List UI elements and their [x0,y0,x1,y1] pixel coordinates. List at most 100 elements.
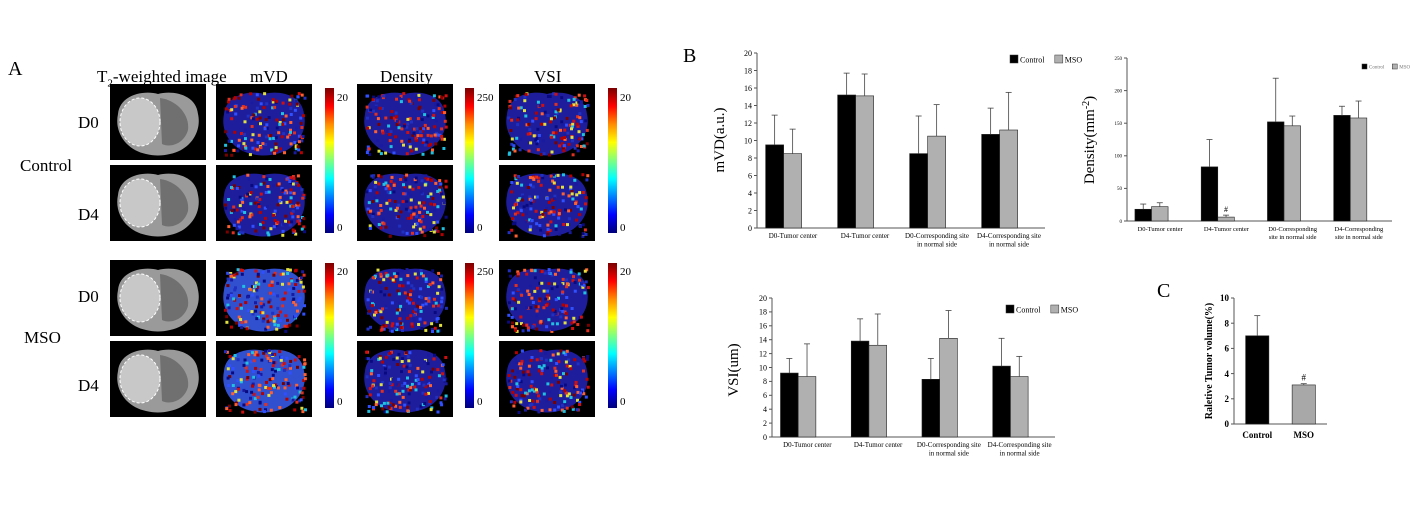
x-tick-label: D4-Corresponding site [977,232,1041,240]
parametric-brain-map [357,165,453,241]
legend-swatch [1361,63,1368,70]
x-tick-label: site in normal side [1335,234,1383,241]
parametric-brain-map [499,165,595,241]
col-header-density: Density [380,67,433,86]
bar-tumor-volume [1291,384,1316,425]
bar-control [1134,208,1152,222]
panel-b-letter: B [683,45,697,67]
parametric-brain-map [216,165,312,241]
legend-swatch [1054,54,1064,64]
y-tick-label: 6 [763,391,767,400]
t2-brain-image [110,341,206,417]
bar-mso [999,129,1018,229]
y-axis-label: Density(mm-2) [1081,96,1099,184]
colorbar-min: 0 [477,222,483,234]
y-tick-label: 6 [748,171,752,180]
bar-mso [868,344,887,438]
bar-control [992,365,1011,438]
y-axis-label: Raletive Tumor volume(%) [1204,303,1215,419]
bar-control [1200,166,1219,222]
y-tick-label: 18 [744,66,752,75]
y-tick-label: 100 [1115,155,1123,160]
x-tick-label: D0-Tumor center [783,441,832,449]
colorbar-max: 20 [620,92,631,104]
x-tick-label: D0-Tumor center [769,232,818,240]
bar-mso [1217,216,1235,222]
colorbar-min: 0 [620,222,626,234]
parametric-brain-map [499,84,595,160]
col-header-vsi: VSI [534,67,562,86]
y-tick-label: 10 [1220,293,1230,303]
y-tick-label: 2 [1225,394,1230,404]
legend-label: Control [1016,306,1041,315]
parametric-brain-map [357,84,453,160]
legend-label: MSO [1065,56,1083,65]
legend-label: MSO [1399,66,1410,71]
row-label-mso-d4: D4 [78,376,99,395]
colorbar-max: 20 [337,92,348,104]
bar-control [765,144,784,229]
bar-mso [797,376,817,438]
y-axis-label-sup: -2 [1081,101,1092,109]
group-label-control: Control [20,156,72,175]
colorbar-min: 0 [337,396,343,408]
y-tick-label: 0 [763,433,767,442]
x-tick-label: D4-Tumor center [841,232,890,240]
bar-control [921,379,940,438]
panel-c-letter: C [1157,280,1171,302]
y-tick-label: 20 [744,49,752,58]
y-tick-label: 14 [759,336,767,345]
y-axis-label: VSI(um) [726,343,742,396]
bar-mso [1283,125,1301,222]
bar-mso [783,153,802,229]
colorbar-max: 250 [477,92,494,104]
colorbar-max: 20 [337,266,348,278]
parametric-brain-map [357,260,453,336]
legend-swatch [1005,304,1015,314]
x-tick-label: in normal side [989,241,1029,249]
legend-swatch [1392,63,1398,70]
x-tick-label: site in normal side [1269,234,1317,241]
bar-mso [1010,376,1029,438]
col-header-t2: T2-weighted image [97,67,227,89]
x-tick-label: D4-Tumor center [1204,226,1250,233]
y-tick-label: 16 [744,84,752,93]
colorbar-min: 0 [337,222,343,234]
x-tick-label: D4-Tumor center [854,441,903,449]
parametric-brain-map [216,260,312,336]
significance-mark: # [1224,205,1228,214]
y-tick-label: 8 [748,154,752,163]
y-tick-label: 0 [1225,419,1230,429]
colorbar-mvd-mso [325,263,334,408]
colorbar-min: 0 [620,396,626,408]
x-tick-label: D4-Corresponding site [988,441,1052,449]
x-tick-label: D0-Corresponding site [917,441,981,449]
bar-mso [855,95,874,229]
y-tick-label: 0 [748,224,752,233]
y-tick-label: 20 [759,294,767,303]
x-tick-label: D0-Corresponding site [905,232,969,240]
colorbar-mvd-control [325,88,334,233]
legend-swatch [1050,304,1060,314]
parametric-brain-map [357,341,453,417]
bar-control [1333,115,1351,222]
significance-mark: # [1302,373,1307,383]
y-tick-label: 150 [1115,122,1123,127]
bar-control [780,372,799,438]
y-tick-label: 8 [763,377,767,386]
bar-mso [939,338,958,438]
y-tick-label: 16 [759,322,767,331]
colorbar-density-control [465,88,474,233]
y-tick-label: 14 [744,101,752,110]
bar-control [1267,121,1285,222]
y-tick-label: 8 [1225,318,1230,328]
x-tick-label: in normal side [929,450,969,458]
x-tick-label: D0-Tumor center [1138,226,1184,233]
x-tick-label: D4-Corresponding [1335,226,1384,233]
parametric-brain-map [216,341,312,417]
legend-label: Control [1020,56,1045,65]
parametric-brain-map [499,260,595,336]
legend-swatch [1009,54,1019,64]
y-tick-label: 2 [763,419,767,428]
